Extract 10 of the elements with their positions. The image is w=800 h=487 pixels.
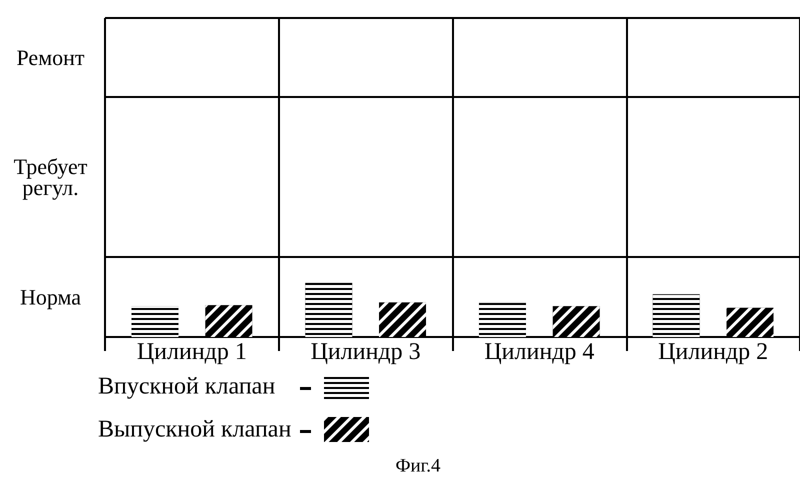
- x-tick-label: Цилиндр 1: [136, 339, 247, 365]
- text: Фиг.4: [395, 456, 442, 476]
- legend-label: Выпускной клапан: [98, 416, 292, 442]
- x-tick-label: Цилиндр 3: [310, 339, 421, 365]
- text: Требует регул.: [14, 154, 88, 200]
- text: Ремонт: [16, 44, 85, 70]
- x-tick-label: Цилиндр 2: [658, 339, 768, 365]
- x-tick-label: Цилиндр 4: [484, 339, 594, 365]
- text: Норма: [20, 284, 82, 310]
- legend-label: Впускной клапан: [98, 374, 276, 400]
